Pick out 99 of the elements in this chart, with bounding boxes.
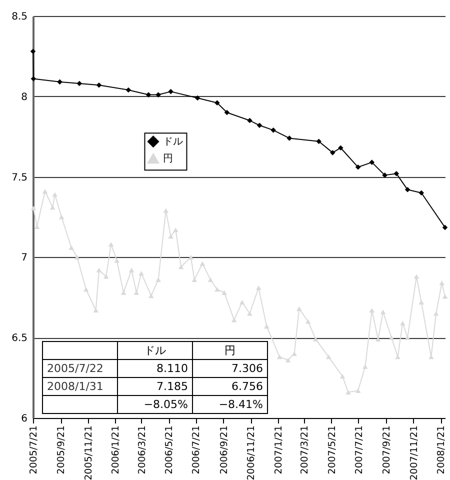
point <box>214 100 220 106</box>
y-tick-label: 7 <box>21 252 28 264</box>
point <box>439 280 445 286</box>
point <box>224 110 230 116</box>
x-tick-label: 2007/5/21 <box>326 426 338 474</box>
point <box>231 318 237 322</box>
point <box>305 319 311 324</box>
point <box>52 192 58 197</box>
point <box>285 358 291 362</box>
x-tick-label: 2007/3/21 <box>300 426 311 474</box>
annotation: 2005/7/22 <box>42 360 118 378</box>
point <box>313 336 318 342</box>
x-tick-label: 2008/1/21 <box>436 426 448 474</box>
x-tick-label: 2005/9/21 <box>56 426 68 474</box>
point <box>222 290 227 295</box>
point <box>394 170 400 176</box>
point <box>286 136 292 141</box>
x-tick-label: 2007/11/21 <box>408 426 420 480</box>
x-tick-label: 2006/9/21 <box>218 426 230 474</box>
point <box>346 390 351 395</box>
point <box>30 206 36 210</box>
point <box>382 172 388 178</box>
legend-label: 円 <box>163 154 174 165</box>
point <box>355 164 361 170</box>
y-tick-label: 7.5 <box>12 172 28 184</box>
point <box>188 254 194 260</box>
x-tick-label: 2007/1/21 <box>273 426 284 474</box>
point <box>433 311 439 316</box>
x-tick-label: 2005/7/21 <box>28 426 40 474</box>
y-tick-label: 6 <box>21 414 28 424</box>
point <box>96 82 102 88</box>
point <box>418 190 424 196</box>
point <box>126 87 132 93</box>
annotation: 2008/1/31 <box>42 378 118 396</box>
point <box>178 264 184 270</box>
point <box>276 354 282 360</box>
point <box>58 214 64 220</box>
point <box>103 274 109 279</box>
point <box>83 287 89 292</box>
point <box>442 294 448 299</box>
y-tick-label: 8.5 <box>12 12 28 22</box>
point <box>256 285 262 290</box>
x-tick-label: 2006/5/21 <box>164 426 176 474</box>
x-tick-label: 2006/1/21 <box>110 426 122 474</box>
point <box>247 311 252 316</box>
x-tick-label: 2007/7/21 <box>354 426 365 474</box>
annotation: 7.185 <box>118 378 192 396</box>
point <box>316 138 322 144</box>
point <box>239 300 245 305</box>
x-tick-label: 2006/3/21 <box>136 426 148 474</box>
point <box>400 320 406 326</box>
point <box>114 258 120 263</box>
x-tick-label: 2006/7/21 <box>191 426 202 474</box>
x-tick-label: 2007/9/21 <box>382 426 393 474</box>
point <box>42 188 48 194</box>
point <box>208 277 214 282</box>
point <box>108 242 114 247</box>
y-tick-label: 8 <box>21 92 28 103</box>
point <box>355 388 361 393</box>
annotation: −8.41% <box>192 396 268 414</box>
point <box>338 145 344 150</box>
point <box>404 187 410 192</box>
point <box>76 80 82 86</box>
point <box>264 324 270 329</box>
point <box>214 287 220 292</box>
point <box>388 335 394 340</box>
annotation: 7.306 <box>192 360 268 378</box>
point <box>369 160 375 165</box>
point <box>340 374 346 378</box>
point <box>362 364 368 369</box>
annotation: ドル <box>118 342 192 360</box>
point <box>380 310 386 314</box>
point <box>200 261 206 266</box>
point <box>128 268 134 272</box>
point <box>442 224 448 230</box>
point <box>414 274 420 279</box>
point <box>163 208 169 213</box>
point <box>369 308 375 313</box>
point <box>148 294 154 298</box>
point <box>270 128 276 133</box>
point <box>326 354 332 360</box>
annotation: −8.05% <box>118 396 192 414</box>
legend-label: ドル <box>163 136 184 148</box>
annotation: 8.110 <box>118 360 192 378</box>
point <box>330 150 336 156</box>
x-tick-label: 2005/11/21 <box>83 426 94 480</box>
point <box>68 245 74 250</box>
annotation: 円 <box>192 342 268 360</box>
point <box>74 254 80 260</box>
point <box>418 300 424 305</box>
point <box>138 270 144 276</box>
point <box>296 306 302 311</box>
point <box>156 92 161 98</box>
point <box>194 95 200 101</box>
annotation: 6.756 <box>192 378 268 396</box>
point <box>173 228 178 232</box>
x-tick-label: 2006/11/21 <box>246 426 258 480</box>
point <box>168 234 174 239</box>
y-tick-label: 6.5 <box>12 333 28 344</box>
